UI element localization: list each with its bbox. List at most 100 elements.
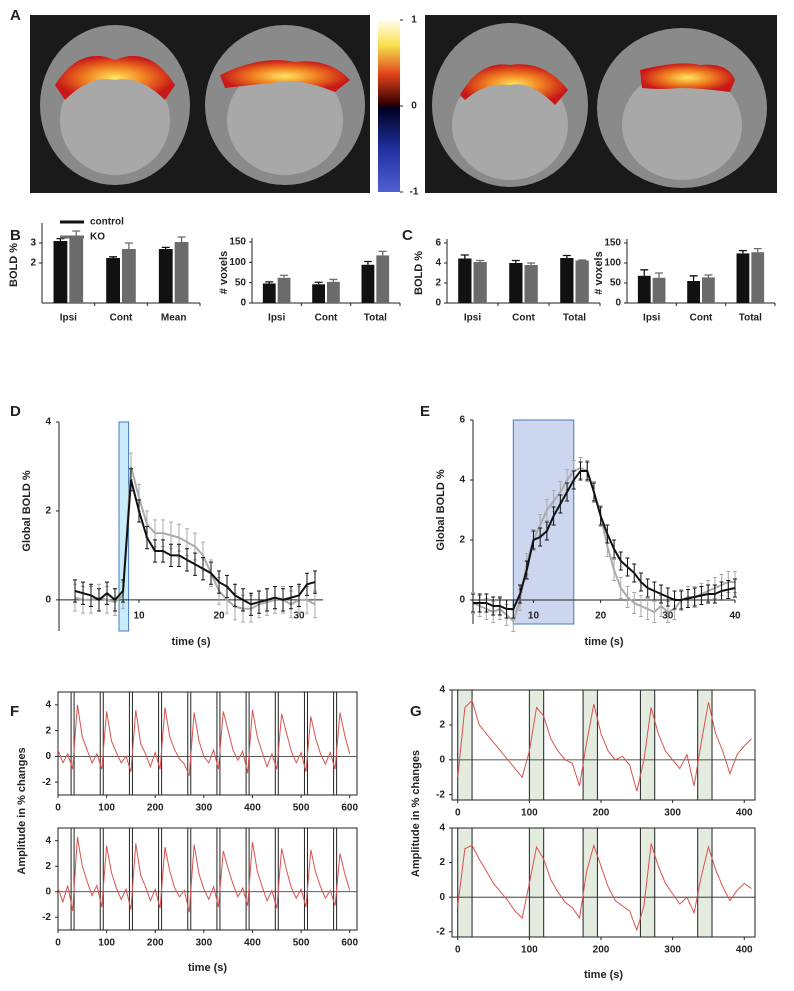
bar: [751, 252, 765, 303]
brain-inner: [452, 70, 568, 180]
y-tick-label: 4: [439, 685, 445, 696]
error-bar: [640, 269, 649, 276]
x-tick-label: 300: [196, 803, 213, 814]
x-tick-label: Ipsi: [60, 313, 77, 324]
y-tick-label: 0: [45, 595, 51, 606]
stimulus-block: [528, 689, 545, 801]
x-tick-label: Total: [364, 313, 387, 324]
bar: [69, 236, 84, 303]
y-tick-label: 50: [610, 278, 622, 289]
x-tick-label: 500: [293, 938, 310, 949]
y-tick-label: 4: [435, 258, 441, 269]
activation: [640, 63, 735, 92]
y-tick-label: 0: [435, 298, 441, 309]
error-bar: [161, 246, 170, 249]
y-axis-title: Global BOLD %: [21, 470, 33, 552]
y-tick-label: 150: [604, 238, 621, 249]
error-bar: [363, 260, 372, 265]
stimulus-marker: [158, 691, 163, 796]
stimulus-marker: [303, 691, 308, 796]
y-tick-label: 0: [615, 298, 621, 309]
y-tick-label: 0: [240, 298, 246, 309]
brain-inner: [60, 65, 170, 175]
stimulus-window: [512, 419, 575, 625]
y-tick-label: 0: [459, 595, 465, 606]
x-axis-title: time (s): [171, 636, 210, 648]
y-tick-label: 2: [45, 725, 51, 736]
bar: [560, 258, 574, 303]
stimulus-marker: [158, 827, 163, 931]
x-tick-label: 100: [98, 938, 115, 949]
y-tick-label: 2: [45, 861, 51, 872]
legend-label: control: [90, 217, 124, 228]
stimulus-marker: [333, 691, 338, 796]
error-bar: [689, 275, 698, 281]
brain-inner: [227, 65, 343, 175]
y-tick-label: 100: [604, 258, 621, 269]
colorbar-tick-label: -1: [410, 187, 419, 198]
series-line: [472, 466, 735, 623]
stimulus-marker: [274, 827, 279, 931]
error-bar: [738, 249, 747, 254]
brain-images: [30, 15, 777, 193]
error-bar: [578, 259, 587, 261]
y-tick-label: 0: [45, 886, 51, 897]
x-tick-label: 10: [133, 611, 145, 622]
panel-label: B: [10, 227, 21, 244]
x-tick-label: Ipsi: [268, 313, 285, 324]
y-tick-label: 100: [229, 257, 246, 268]
colorbar-tick-label: 0: [411, 101, 417, 112]
y-tick-label: 2: [30, 258, 36, 269]
x-tick-label: 0: [55, 938, 61, 949]
x-tick-label: 20: [213, 611, 225, 622]
x-tick-label: 400: [244, 803, 261, 814]
colorbar-tick-label: 1: [411, 15, 417, 26]
x-tick-label: 0: [455, 945, 461, 956]
y-tick-label: 4: [459, 475, 465, 486]
stimulus-block: [457, 827, 473, 938]
y-tick-label: 2: [435, 278, 441, 289]
error-bar: [313, 570, 317, 594]
bar: [277, 277, 291, 303]
error-bar: [511, 259, 520, 263]
error-bar: [109, 256, 118, 258]
bar: [575, 260, 589, 303]
y-axis-title: Amplitude in % changes: [410, 750, 422, 877]
trace-line: [457, 699, 752, 792]
stimulus-marker: [333, 827, 338, 931]
stimulus-marker: [70, 827, 75, 931]
stimulus-marker: [216, 827, 221, 931]
x-tick-label: 300: [664, 945, 681, 956]
x-tick-label: 300: [664, 808, 681, 819]
y-tick-label: 2: [439, 857, 445, 868]
x-tick-label: Ipsi: [464, 313, 481, 324]
error-bar: [476, 259, 485, 262]
error-bar: [562, 254, 571, 258]
plot-frame: [451, 689, 756, 801]
bar: [53, 241, 68, 303]
y-tick-label: 0: [45, 751, 51, 762]
bar: [174, 242, 189, 303]
x-tick-label: 400: [736, 945, 753, 956]
stimulus-block: [639, 689, 656, 801]
stimulus-marker: [128, 691, 133, 796]
y-tick-label: 2: [45, 506, 51, 517]
error-bar: [280, 274, 289, 278]
stimulus-marker: [99, 827, 104, 931]
x-tick-label: 600: [341, 938, 358, 949]
series-line: [74, 479, 316, 606]
stimulus-marker: [187, 827, 192, 931]
y-tick-label: 150: [229, 237, 246, 248]
bar: [637, 275, 651, 303]
panel-label: D: [10, 403, 21, 420]
x-tick-label: Cont: [315, 313, 338, 324]
stimulus-marker: [303, 827, 308, 931]
y-tick-label: -2: [42, 912, 51, 923]
colorbar: [378, 20, 400, 192]
y-axis-title: BOLD %: [413, 251, 425, 295]
y-tick-label: 4: [45, 835, 51, 846]
panel-label: G: [410, 703, 422, 720]
bar: [736, 253, 750, 303]
y-tick-label: 50: [235, 277, 247, 288]
x-axis-title: time (s): [188, 962, 227, 974]
